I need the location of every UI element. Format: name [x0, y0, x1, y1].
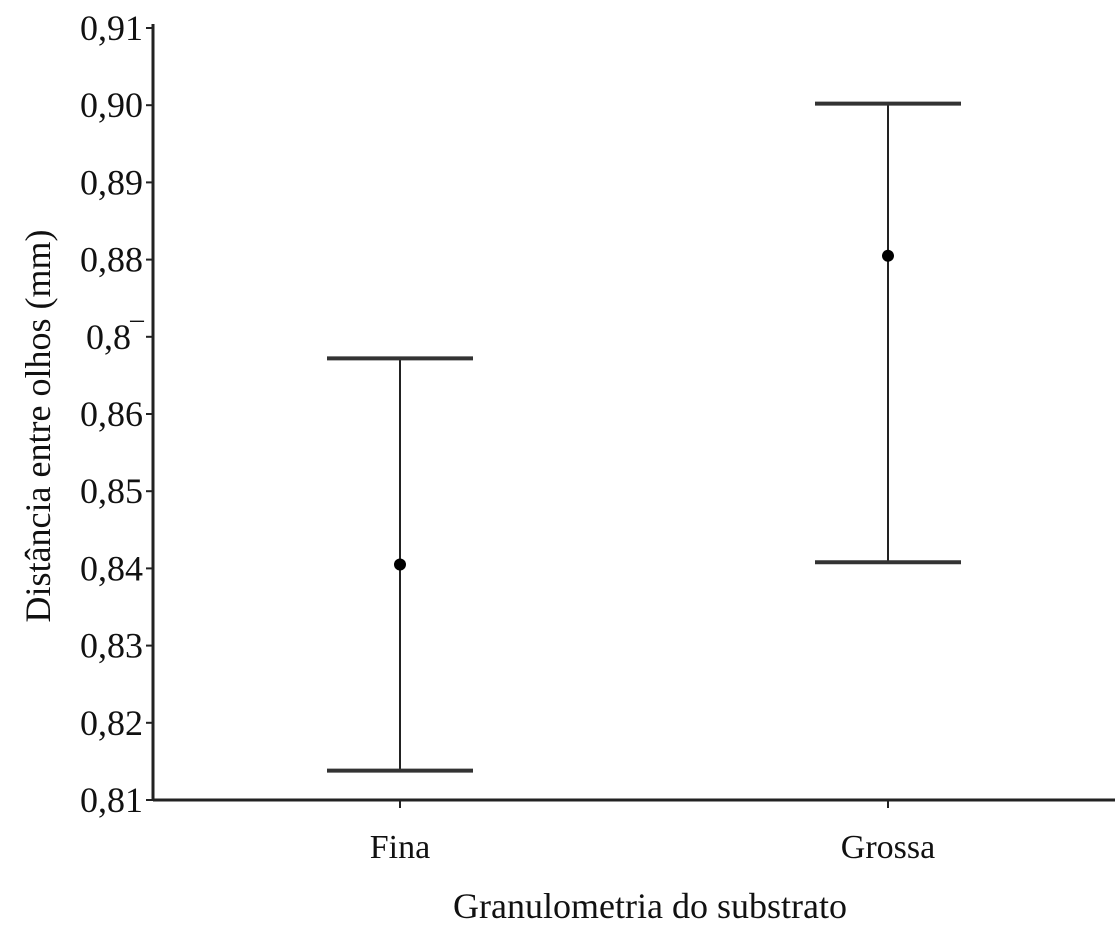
y-tick-label: 0,86	[80, 394, 143, 434]
y-tick-label: 0,91	[80, 8, 143, 48]
y-tick-label: 0,90	[80, 85, 143, 125]
y-axis-title: Distância entre olhos (mm)	[18, 230, 58, 623]
x-tick-label: Fina	[370, 829, 430, 866]
y-tick-label: 0,85	[80, 471, 143, 511]
y-tick-label: 0,82	[80, 703, 143, 743]
y-tick-label: 0,81	[80, 780, 143, 820]
y-tick-label: 0,83	[80, 626, 143, 666]
mean-point-fina	[394, 558, 406, 571]
y-tick-label: 0,89	[80, 162, 143, 202]
mean-point-grossa	[882, 249, 894, 262]
x-axis: Fina Grossa	[153, 798, 1115, 866]
y-tick-label: 0,84	[80, 548, 143, 588]
x-tick-label: Grossa	[841, 829, 935, 866]
x-axis-title: Granulometria do substrato	[453, 886, 847, 926]
plot-area	[327, 101, 961, 773]
y-axis: 0,81 0,82 0,83 0,84 0,85 0,86 0,8‾ 0,88 0,89 0,90…	[80, 8, 155, 820]
y-tick-label: 0,88	[80, 240, 143, 280]
y-tick-label: 0,8‾	[86, 317, 145, 357]
